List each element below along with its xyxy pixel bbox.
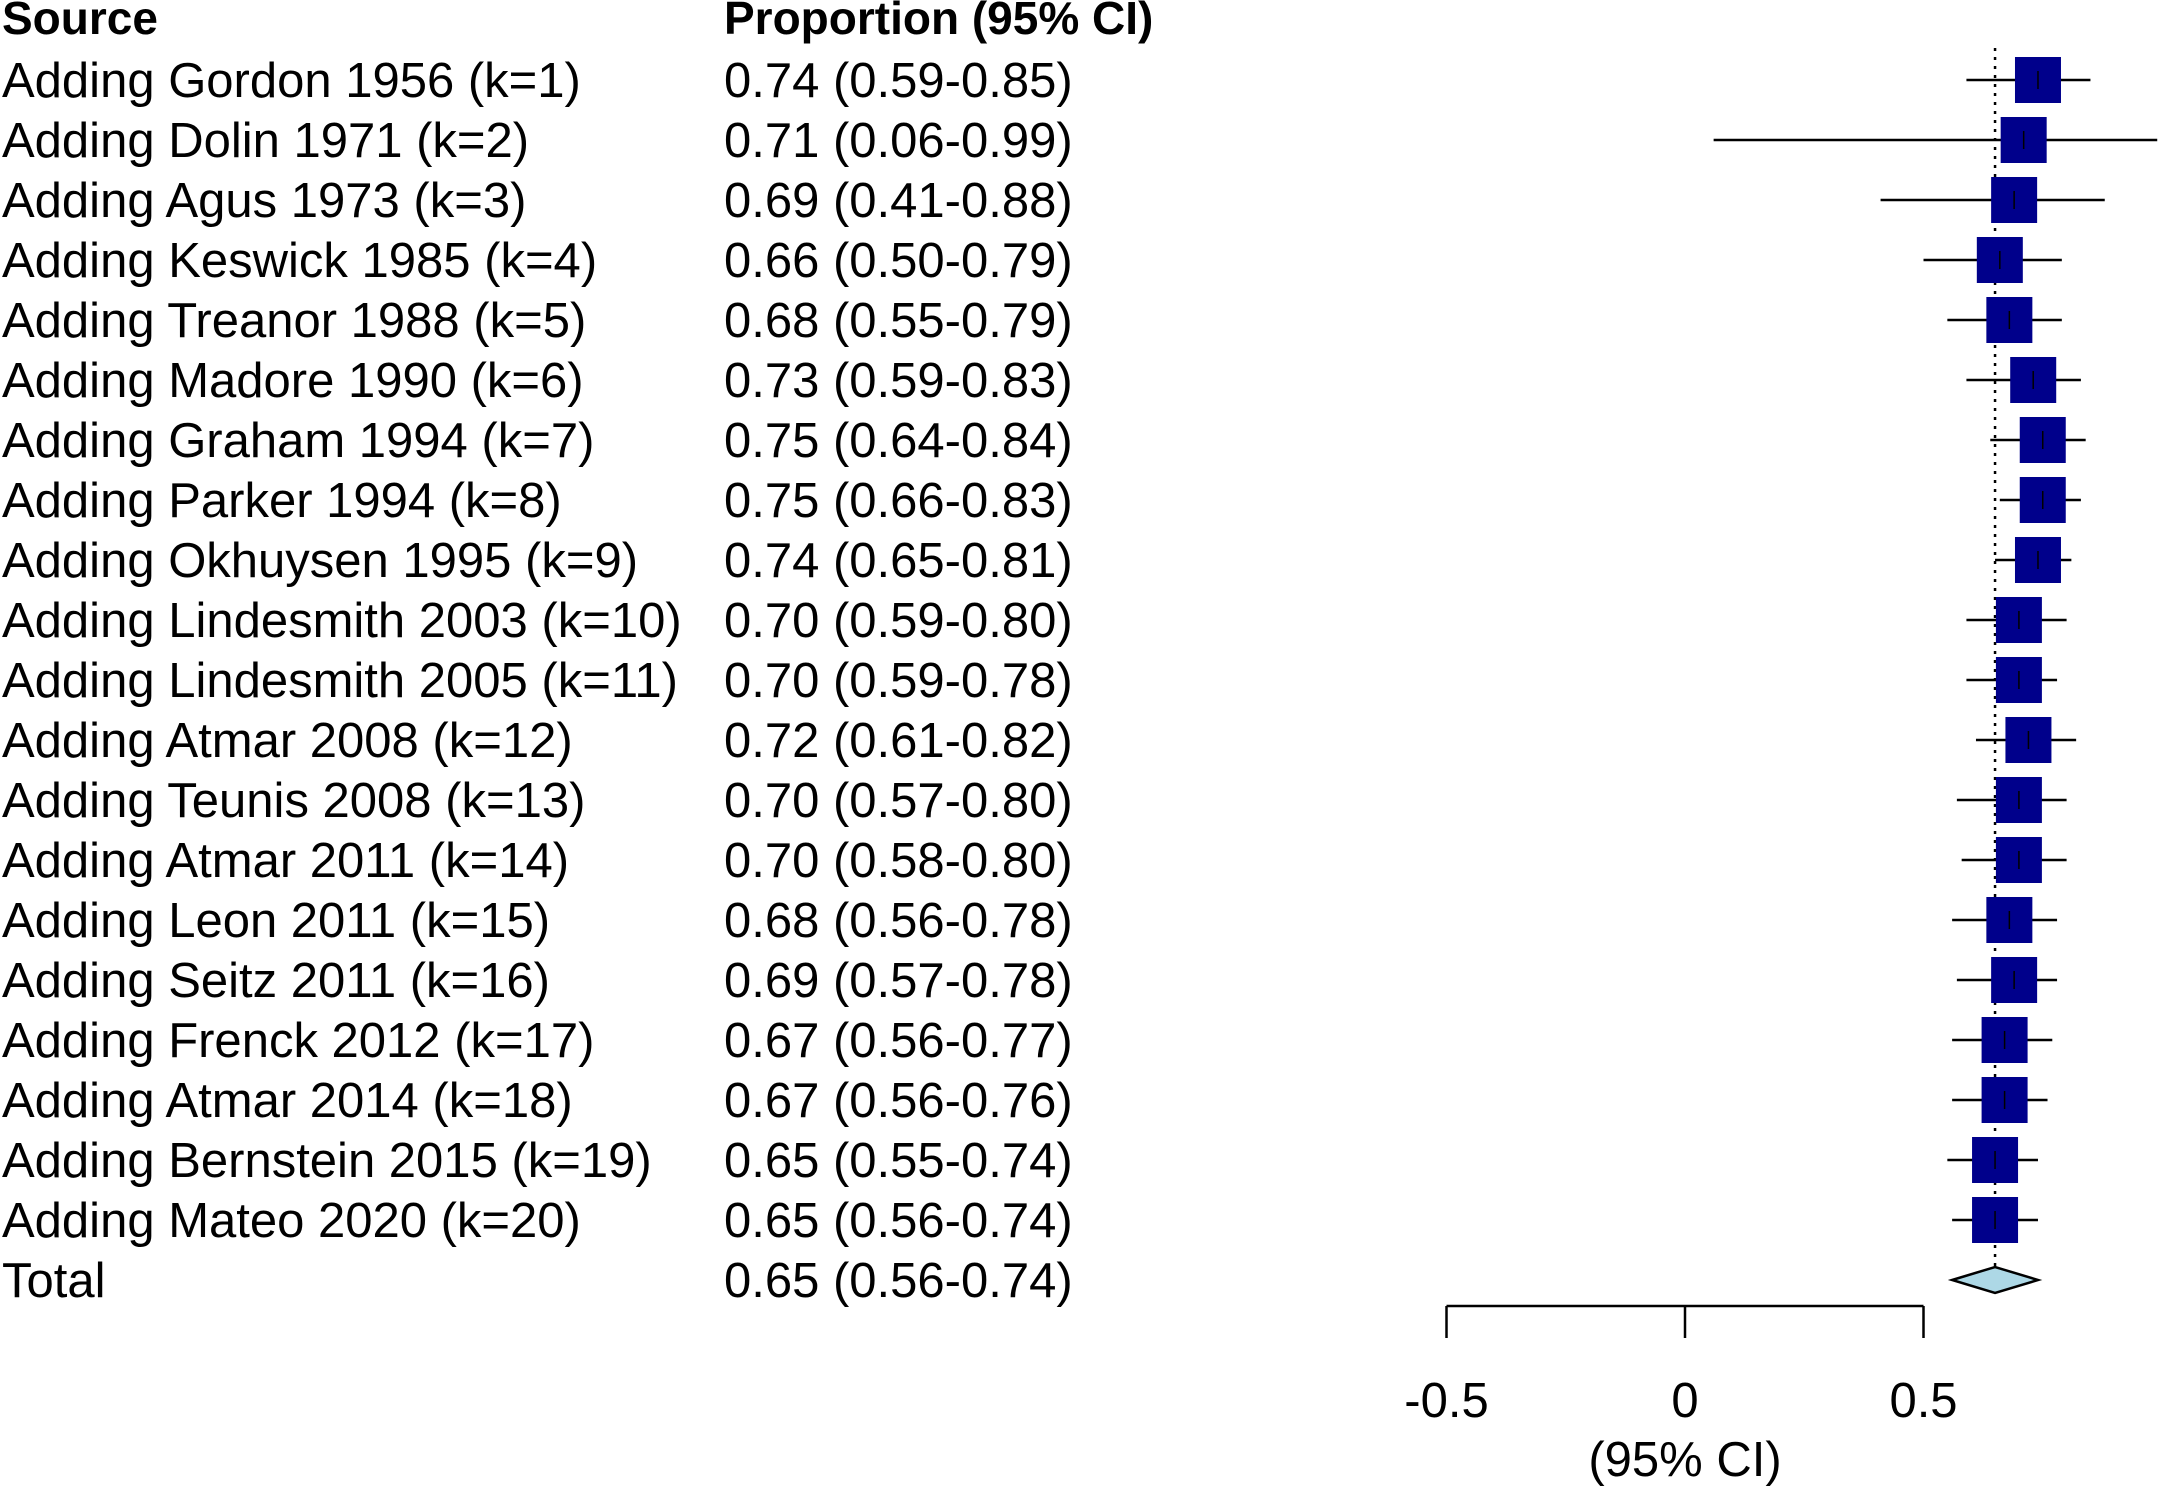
study-ci-text: 0.65 (0.55-0.74) bbox=[724, 1134, 1073, 1188]
study-ci-text: 0.67 (0.56-0.77) bbox=[724, 1014, 1073, 1068]
study-label: Adding Atmar 2008 (k=12) bbox=[2, 714, 573, 768]
axis-tick-label: 0.5 bbox=[1889, 1374, 1957, 1428]
study-ci-text: 0.72 (0.61-0.82) bbox=[724, 714, 1073, 768]
source-column-header: Source bbox=[2, 0, 158, 44]
study-ci-text: 0.65 (0.56-0.74) bbox=[724, 1194, 1073, 1248]
study-ci-text: 0.73 (0.59-0.83) bbox=[724, 354, 1073, 408]
plot-area bbox=[1713, 48, 2158, 1295]
study-ci-text: 0.67 (0.56-0.76) bbox=[724, 1074, 1073, 1128]
study-label: Adding Keswick 1985 (k=4) bbox=[2, 234, 597, 288]
study-label: Adding Madore 1990 (k=6) bbox=[2, 354, 584, 408]
study-ci-text: 0.66 (0.50-0.79) bbox=[724, 234, 1073, 288]
study-label: Adding Lindesmith 2003 (k=10) bbox=[2, 594, 682, 648]
proportion-column-header: Proportion (95% CI) bbox=[724, 0, 1153, 44]
axis-tick-label: 0 bbox=[1671, 1374, 1698, 1428]
study-ci-text: 0.71 (0.06-0.99) bbox=[724, 114, 1073, 168]
study-label: Adding Graham 1994 (k=7) bbox=[2, 414, 594, 468]
study-label: Adding Okhuysen 1995 (k=9) bbox=[2, 534, 638, 588]
study-label: Adding Gordon 1956 (k=1) bbox=[2, 54, 581, 108]
study-label: Adding Agus 1973 (k=3) bbox=[2, 174, 526, 228]
study-label: Adding Teunis 2008 (k=13) bbox=[2, 774, 585, 828]
axis-tick-label: -0.5 bbox=[1404, 1374, 1488, 1428]
study-label: Adding Lindesmith 2005 (k=11) bbox=[2, 654, 678, 708]
study-ci-text: 0.69 (0.41-0.88) bbox=[724, 174, 1073, 228]
study-ci-text: 0.69 (0.57-0.78) bbox=[724, 954, 1073, 1008]
study-ci-text: 0.70 (0.59-0.78) bbox=[724, 654, 1073, 708]
study-ci-text: 0.70 (0.58-0.80) bbox=[724, 834, 1073, 888]
study-label: Adding Bernstein 2015 (k=19) bbox=[2, 1134, 652, 1188]
total-ci-text: 0.65 (0.56-0.74) bbox=[724, 1254, 1073, 1308]
study-label: Adding Leon 2011 (k=15) bbox=[2, 894, 550, 948]
study-ci-text: 0.68 (0.56-0.78) bbox=[724, 894, 1073, 948]
study-ci-text: 0.74 (0.59-0.85) bbox=[724, 54, 1073, 108]
study-ci-text: 0.75 (0.66-0.83) bbox=[724, 474, 1073, 528]
study-ci-text: 0.70 (0.57-0.80) bbox=[724, 774, 1073, 828]
study-ci-text: 0.74 (0.65-0.81) bbox=[724, 534, 1073, 588]
total-label: Total bbox=[2, 1254, 106, 1308]
study-ci-text: 0.68 (0.55-0.79) bbox=[724, 294, 1073, 348]
study-label: Adding Treanor 1988 (k=5) bbox=[2, 294, 586, 348]
study-label: Adding Atmar 2014 (k=18) bbox=[2, 1074, 573, 1128]
study-label: Adding Atmar 2011 (k=14) bbox=[2, 834, 569, 888]
study-label: Adding Dolin 1971 (k=2) bbox=[2, 114, 529, 168]
study-rows: Adding Gordon 1956 (k=1) 0.74 (0.59-0.85)… bbox=[2, 54, 1073, 1308]
study-label: Adding Frenck 2012 (k=17) bbox=[2, 1014, 594, 1068]
study-label: Adding Seitz 2011 (k=16) bbox=[2, 954, 550, 1008]
study-label: Adding Mateo 2020 (k=20) bbox=[2, 1194, 581, 1248]
study-ci-text: 0.75 (0.64-0.84) bbox=[724, 414, 1073, 468]
x-axis: -0.5 0 0.5 (95% CI) bbox=[1404, 1304, 1958, 1487]
total-diamond bbox=[1947, 1265, 2043, 1295]
study-ci-text: 0.70 (0.59-0.80) bbox=[724, 594, 1073, 648]
x-axis-title: (95% CI) bbox=[1588, 1433, 1781, 1487]
study-label: Adding Parker 1994 (k=8) bbox=[2, 474, 562, 528]
